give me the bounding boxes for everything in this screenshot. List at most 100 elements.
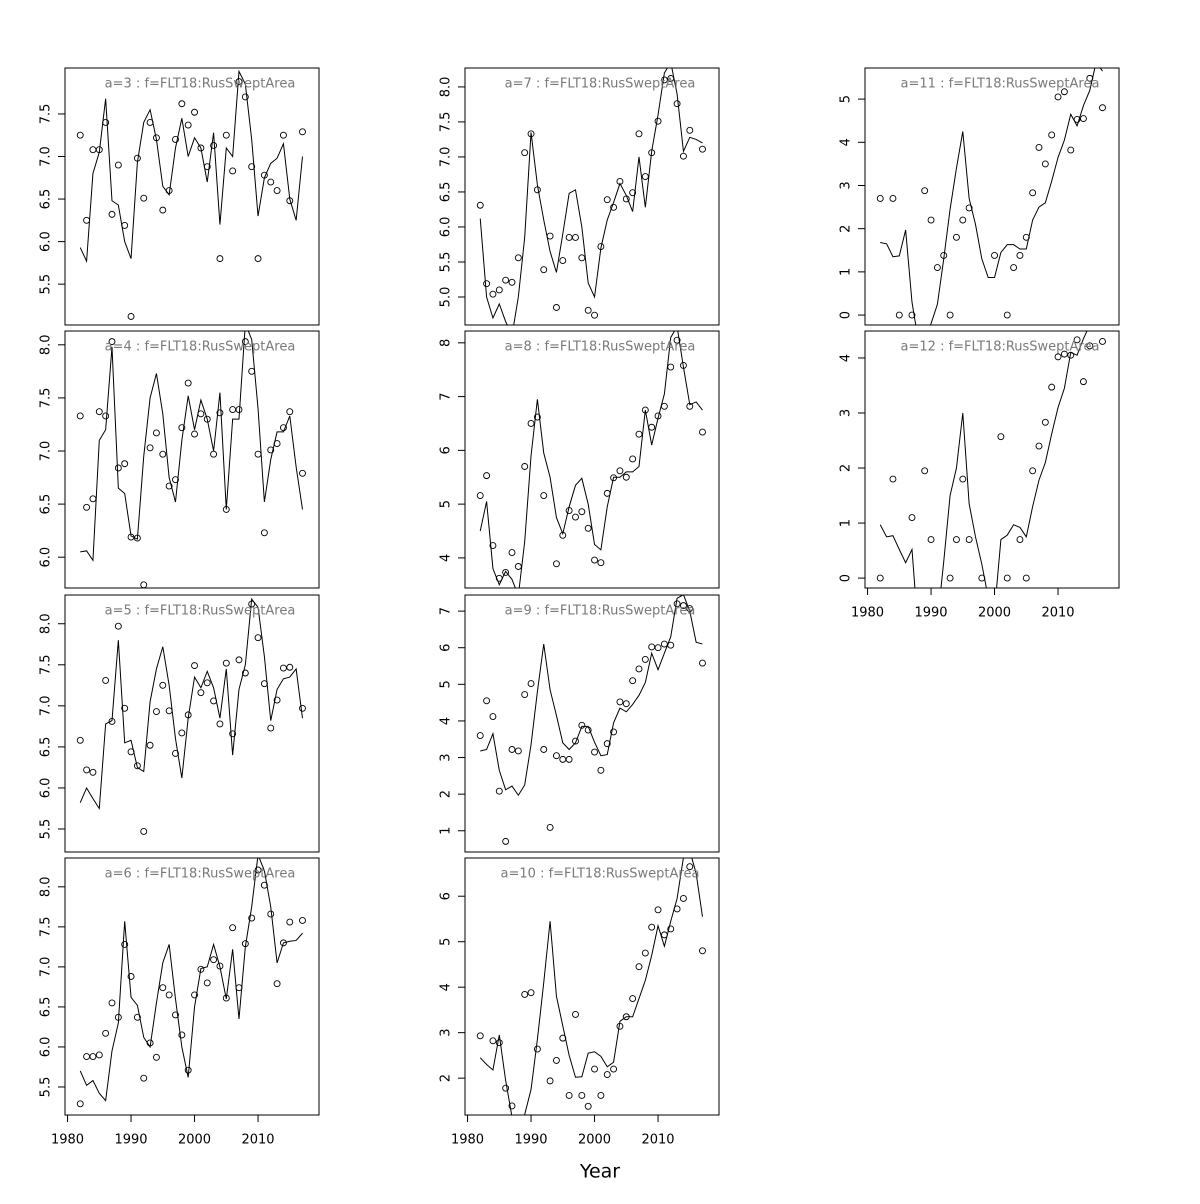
y-tick-label: 5.5 [39, 1077, 54, 1098]
observed-point [495, 1039, 503, 1047]
observed-point [299, 916, 306, 924]
plot-area [76, 858, 306, 1108]
observed-point [152, 429, 160, 437]
observed-point [121, 941, 129, 948]
observed-point [565, 234, 573, 241]
observed-point [146, 444, 154, 452]
x-tick-label: 2000 [978, 606, 1011, 621]
observed-point [699, 145, 706, 153]
observed-point [483, 280, 491, 288]
y-tick-label: 6.0 [39, 231, 54, 252]
y-tick-label: 2 [839, 225, 854, 233]
y-tick-label: 6.5 [39, 189, 54, 210]
observed-point [572, 234, 579, 241]
observed-point [559, 755, 567, 763]
observed-point [629, 995, 637, 1003]
y-tick-label: 1 [439, 827, 454, 835]
observed-point [508, 746, 516, 753]
observed-point [540, 492, 548, 499]
observed-point [102, 1029, 110, 1037]
observed-point [648, 643, 656, 651]
observed-point [933, 264, 941, 272]
plot-area [76, 69, 306, 320]
observed-point [927, 216, 935, 224]
observed-point [965, 204, 973, 212]
panel-frame [864, 330, 1120, 589]
y-tick-label: 6.5 [39, 737, 54, 758]
observed-point [273, 187, 281, 194]
observed-point [489, 290, 497, 298]
observed-point [641, 173, 649, 180]
y-tick-label: 3 [439, 753, 454, 761]
fitted-line [479, 331, 703, 588]
observed-point [203, 415, 211, 423]
observed-point [502, 1084, 510, 1092]
observed-point [660, 76, 668, 84]
observed-point [210, 141, 218, 149]
observed-point [591, 748, 598, 756]
panel-title: a=7 : f=FLT18:RusSweptArea [505, 77, 696, 92]
fitted-line [79, 69, 303, 264]
x-tick-label: 2010 [1041, 606, 1074, 621]
observed-point [648, 923, 656, 931]
observed-point [699, 659, 706, 667]
observed-point [248, 914, 256, 922]
observed-point [527, 989, 535, 997]
observed-point [165, 707, 173, 715]
observed-point [997, 433, 1005, 441]
observed-point [572, 1011, 579, 1018]
observed-point [952, 233, 960, 241]
y-tick-label: 4 [839, 138, 854, 146]
observed-point [578, 721, 586, 729]
observed-point [991, 252, 998, 259]
x-tick-label: 1990 [914, 606, 947, 621]
observed-point [83, 216, 91, 224]
observed-point [610, 474, 618, 482]
y-tick-label: 7.5 [39, 917, 54, 938]
fitted-line [880, 68, 1103, 325]
observed-point [172, 476, 179, 484]
observed-point [635, 430, 643, 438]
panel-title: a=8 : f=FLT18:RusSweptArea [505, 340, 696, 355]
observed-point [597, 1091, 605, 1099]
observed-point [114, 464, 122, 472]
panel-frame [64, 594, 320, 853]
y-tick-label: 6 [439, 644, 454, 652]
x-tick-label: 2000 [578, 1133, 611, 1148]
plot-area [476, 331, 706, 588]
observed-point [83, 503, 91, 511]
observed-point [578, 254, 586, 262]
observed-point [572, 737, 579, 745]
observed-point [241, 338, 249, 346]
observed-point [108, 999, 116, 1007]
observed-point [927, 536, 935, 544]
observed-point [279, 131, 287, 139]
plot-area [876, 68, 1106, 325]
observed-point [521, 149, 529, 157]
y-tick-label: 6.5 [439, 182, 454, 203]
observed-point [83, 766, 91, 774]
observed-point [191, 430, 198, 438]
panel-title: a=9 : f=FLT18:RusSweptArea [505, 604, 696, 619]
observed-point [584, 524, 592, 532]
observed-point [476, 732, 484, 740]
y-tick-label: 8.0 [39, 334, 54, 355]
observed-point [273, 980, 281, 988]
observed-point [603, 196, 611, 204]
observed-point [229, 406, 237, 414]
observed-point [597, 559, 605, 567]
observed-point [635, 130, 643, 138]
observed-point [95, 408, 103, 416]
observed-point [159, 984, 167, 992]
y-tick-label: 6 [439, 892, 454, 900]
observed-point [172, 750, 179, 757]
observed-point [533, 413, 541, 421]
x-axis-label: Year [579, 1161, 620, 1183]
y-tick-label: 7 [439, 607, 454, 615]
observed-point [521, 991, 529, 998]
y-tick-label: 5 [439, 938, 454, 946]
observed-point [959, 216, 967, 224]
fitted-line [479, 68, 703, 325]
observed-point [254, 866, 262, 874]
observed-point [483, 472, 491, 480]
